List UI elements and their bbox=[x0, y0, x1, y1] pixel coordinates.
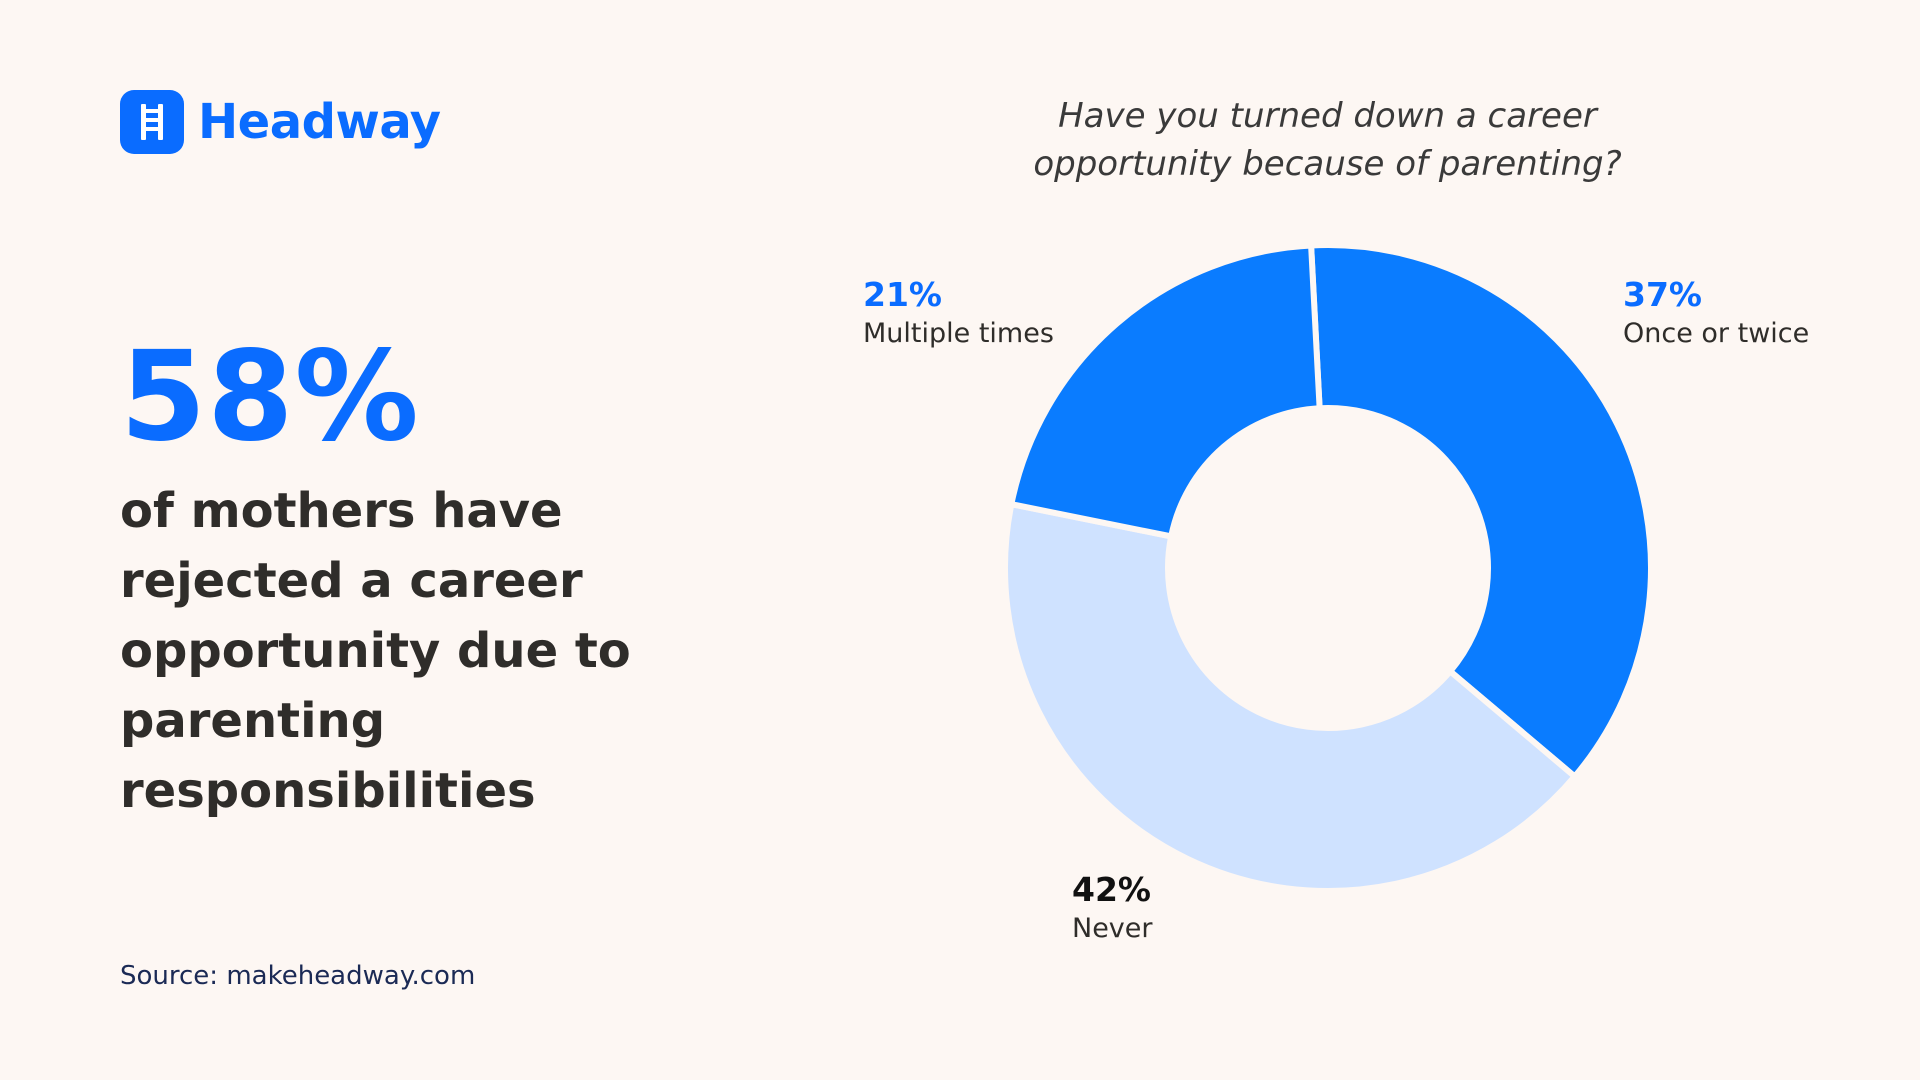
slice-label: 37% Once or twice bbox=[1623, 275, 1809, 353]
slice-value-label: 37% bbox=[1623, 275, 1702, 314]
headline-text: of mothers have rejected a career opport… bbox=[120, 483, 631, 819]
ladder-icon bbox=[120, 90, 184, 154]
slice-label: 42% Never bbox=[1072, 870, 1153, 948]
slice-category-label: Multiple times bbox=[863, 318, 1054, 349]
slice-label: 21% Multiple times bbox=[863, 275, 1054, 353]
slice-value-label: 42% bbox=[1072, 870, 1151, 909]
source-note: Source: makeheadway.com bbox=[120, 961, 476, 991]
slice-value-label: 21% bbox=[863, 275, 942, 314]
brand-name: Headway bbox=[198, 94, 441, 150]
brand-logo: Headway bbox=[120, 90, 441, 154]
donut-slice-never bbox=[1002, 501, 1578, 894]
slice-category-label: Once or twice bbox=[1623, 318, 1810, 349]
slice-category-label: Never bbox=[1072, 913, 1153, 944]
donut-slice-once-or-twice bbox=[1308, 242, 1654, 780]
headline-number: 58% bbox=[120, 325, 420, 469]
donut-slice-multiple-times bbox=[1008, 242, 1323, 540]
chart-title: Have you turned down a career opportunit… bbox=[1033, 96, 1622, 184]
